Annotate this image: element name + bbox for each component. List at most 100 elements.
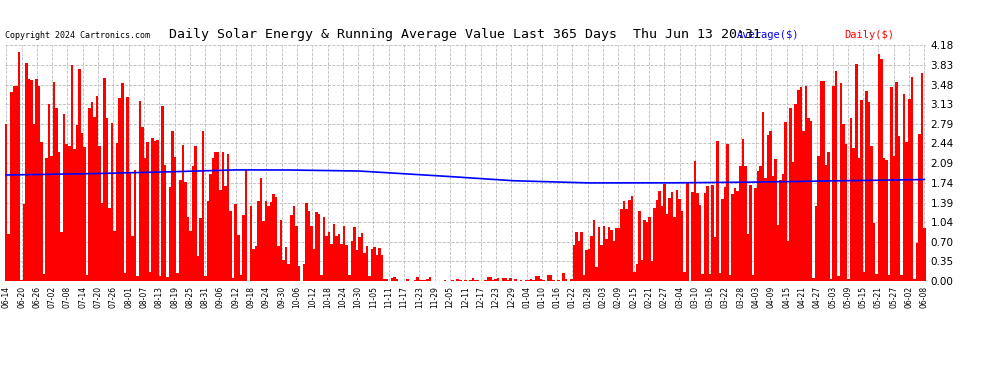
Bar xyxy=(75,125,78,281)
Bar xyxy=(636,264,639,281)
Bar xyxy=(275,198,277,281)
Bar xyxy=(121,83,124,281)
Bar xyxy=(235,204,237,281)
Bar xyxy=(58,152,60,281)
Bar xyxy=(350,240,353,281)
Bar xyxy=(527,280,530,281)
Bar xyxy=(852,148,855,281)
Bar xyxy=(103,78,106,281)
Bar xyxy=(174,157,176,281)
Bar xyxy=(862,272,865,281)
Bar xyxy=(243,215,245,281)
Bar xyxy=(60,232,63,281)
Bar xyxy=(272,194,275,281)
Bar xyxy=(50,156,52,281)
Bar xyxy=(618,228,621,281)
Bar xyxy=(476,280,479,281)
Bar xyxy=(419,280,421,281)
Bar xyxy=(797,90,800,281)
Bar xyxy=(570,279,572,281)
Bar xyxy=(144,159,147,281)
Bar xyxy=(119,98,121,281)
Bar xyxy=(535,276,538,281)
Bar xyxy=(530,279,533,281)
Bar xyxy=(719,273,722,281)
Bar xyxy=(341,243,343,281)
Bar xyxy=(368,276,370,281)
Bar xyxy=(502,278,504,281)
Bar xyxy=(142,128,144,281)
Bar xyxy=(161,106,164,281)
Bar xyxy=(639,211,641,281)
Bar xyxy=(43,274,46,281)
Bar xyxy=(582,276,585,281)
Bar xyxy=(888,275,890,281)
Text: Copyright 2024 Cartronics.com: Copyright 2024 Cartronics.com xyxy=(5,31,149,40)
Bar xyxy=(895,82,898,281)
Bar xyxy=(489,277,492,281)
Bar xyxy=(156,140,158,281)
Bar xyxy=(724,187,727,281)
Bar xyxy=(872,223,875,281)
Bar xyxy=(603,226,605,281)
Bar xyxy=(497,278,499,281)
Bar xyxy=(209,174,212,281)
Bar xyxy=(267,206,270,281)
Bar xyxy=(588,249,590,281)
Bar xyxy=(220,190,222,281)
Bar xyxy=(844,144,847,281)
Bar xyxy=(254,246,257,281)
Bar xyxy=(328,232,331,281)
Bar xyxy=(908,99,911,281)
Bar xyxy=(68,146,70,281)
Bar xyxy=(28,79,30,281)
Bar xyxy=(756,171,759,281)
Bar xyxy=(204,276,207,281)
Bar xyxy=(240,275,243,281)
Bar xyxy=(777,225,779,281)
Bar xyxy=(805,87,807,281)
Bar xyxy=(176,273,179,281)
Bar xyxy=(749,185,751,281)
Bar xyxy=(98,147,101,281)
Bar xyxy=(737,191,739,281)
Bar xyxy=(20,280,23,281)
Bar xyxy=(878,54,880,281)
Bar xyxy=(779,180,782,281)
Bar xyxy=(355,250,358,281)
Bar xyxy=(73,148,75,281)
Bar xyxy=(139,101,142,281)
Bar xyxy=(706,186,709,281)
Bar xyxy=(313,249,315,281)
Bar xyxy=(192,166,194,281)
Bar xyxy=(759,166,761,281)
Bar xyxy=(55,108,58,281)
Bar xyxy=(101,203,103,281)
Bar xyxy=(903,94,906,281)
Bar xyxy=(83,147,86,281)
Bar xyxy=(575,232,577,281)
Bar xyxy=(820,81,823,281)
Bar xyxy=(18,52,20,281)
Bar xyxy=(136,276,139,281)
Bar xyxy=(207,201,209,281)
Bar xyxy=(600,245,603,281)
Bar xyxy=(549,275,552,281)
Bar xyxy=(494,279,497,281)
Bar xyxy=(212,158,214,281)
Bar xyxy=(451,280,454,281)
Bar xyxy=(714,237,717,281)
Bar xyxy=(644,220,645,281)
Bar xyxy=(134,170,136,281)
Bar xyxy=(305,203,308,281)
Bar xyxy=(704,194,706,281)
Bar xyxy=(893,156,895,281)
Bar xyxy=(391,278,393,281)
Bar xyxy=(23,204,25,281)
Bar xyxy=(171,131,174,281)
Bar xyxy=(492,280,494,281)
Bar xyxy=(504,279,507,281)
Bar xyxy=(744,166,746,281)
Bar xyxy=(280,220,282,281)
Bar xyxy=(232,278,235,281)
